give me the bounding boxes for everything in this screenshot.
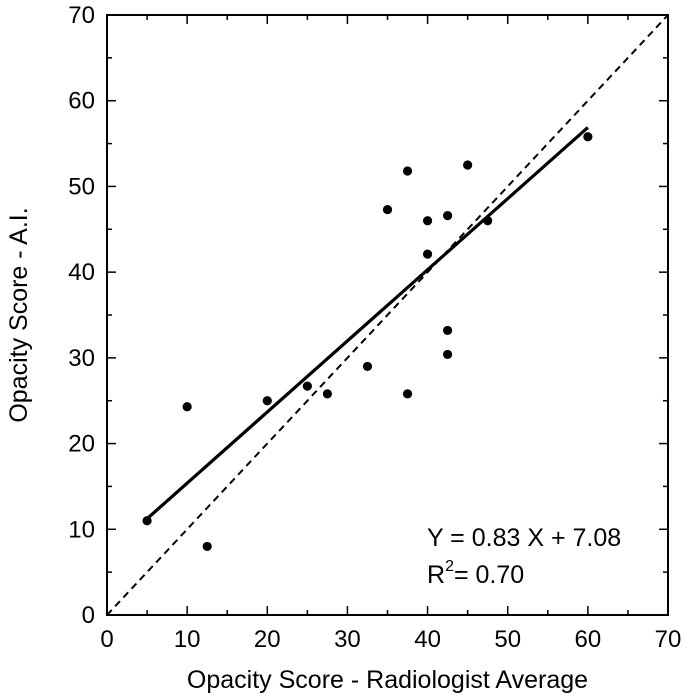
r2-superscript: 2 bbox=[445, 558, 454, 575]
data-point bbox=[362, 361, 373, 372]
data-point bbox=[322, 389, 332, 399]
x-tick-label: 60 bbox=[575, 626, 602, 653]
fit-line bbox=[146, 126, 589, 520]
y-axis-title: Opacity Score - A.I. bbox=[5, 207, 33, 422]
x-tick-label: 50 bbox=[494, 626, 521, 653]
ticks-layer: 0 10 20 30 40 50 60 70 0 10 20 30 40 50 60 70 bbox=[68, 2, 681, 653]
x-tick-label: 40 bbox=[414, 626, 441, 653]
data-point bbox=[443, 210, 453, 221]
points-layer bbox=[142, 132, 593, 552]
data-point bbox=[402, 389, 413, 399]
plot-frame bbox=[106, 14, 669, 616]
y-tick-label: 10 bbox=[68, 516, 95, 543]
x-tick-label: 20 bbox=[254, 626, 281, 653]
y-tick-label: 60 bbox=[68, 88, 95, 115]
data-point bbox=[382, 204, 393, 215]
data-point bbox=[422, 249, 433, 259]
identity-line bbox=[106, 14, 669, 616]
y-tick-label: 40 bbox=[68, 259, 95, 286]
x-tick-label: 10 bbox=[174, 626, 201, 653]
data-point bbox=[202, 541, 212, 552]
data-point bbox=[142, 516, 152, 526]
data-point bbox=[443, 349, 453, 360]
data-point bbox=[443, 325, 453, 336]
y-tick-label: 70 bbox=[68, 2, 95, 29]
data-point bbox=[302, 381, 312, 391]
data-point bbox=[422, 216, 433, 226]
data-point bbox=[182, 402, 192, 412]
data-point bbox=[583, 132, 593, 142]
r2-prefix: R bbox=[427, 561, 445, 589]
x-tick-label: 0 bbox=[100, 626, 113, 653]
data-point bbox=[463, 160, 473, 170]
data-point bbox=[483, 216, 493, 226]
x-tick-label: 70 bbox=[655, 626, 682, 653]
r2-value: = 0.70 bbox=[454, 561, 524, 589]
data-point bbox=[262, 396, 272, 406]
y-tick-label: 0 bbox=[82, 602, 95, 629]
y-tick-label: 20 bbox=[68, 431, 95, 458]
x-tick-label: 30 bbox=[334, 626, 361, 653]
r-squared-label: R2= 0.70 bbox=[427, 558, 524, 589]
regression-equation: Y = 0.83 X + 7.08 bbox=[427, 524, 621, 552]
x-axis-title: Opacity Score - Radiologist Average bbox=[187, 666, 588, 694]
y-tick-label: 30 bbox=[68, 345, 95, 372]
y-tick-label: 50 bbox=[68, 173, 95, 200]
data-point bbox=[402, 166, 413, 176]
